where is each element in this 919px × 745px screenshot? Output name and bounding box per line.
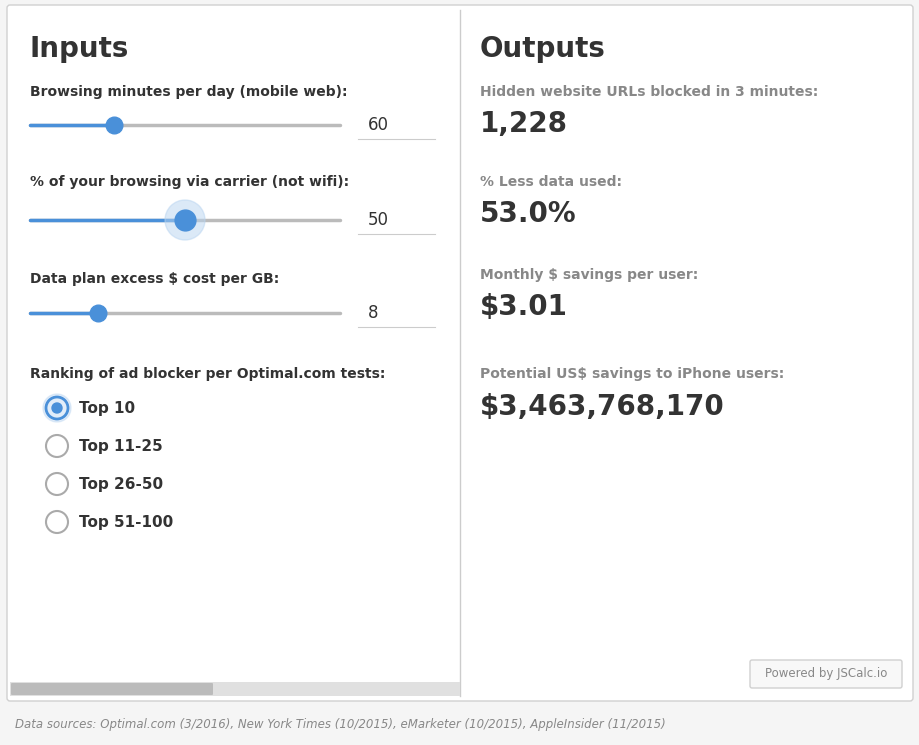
Text: Powered by JSCalc.io: Powered by JSCalc.io	[764, 668, 886, 680]
Bar	[10, 682, 459, 696]
Text: 1,228: 1,228	[480, 110, 567, 138]
Text: 53.0%: 53.0%	[480, 200, 576, 228]
Text: 50: 50	[368, 211, 389, 229]
Text: Monthly $ savings per user:: Monthly $ savings per user:	[480, 268, 698, 282]
Text: % Less data used:: % Less data used:	[480, 175, 621, 189]
Text: Top 51-100: Top 51-100	[79, 515, 173, 530]
Circle shape	[43, 394, 71, 422]
Text: $3.01: $3.01	[480, 293, 567, 321]
Text: Hidden website URLs blocked in 3 minutes:: Hidden website URLs blocked in 3 minutes…	[480, 85, 817, 99]
Circle shape	[52, 403, 62, 413]
Text: Potential US$ savings to iPhone users:: Potential US$ savings to iPhone users:	[480, 367, 783, 381]
Text: 60: 60	[368, 116, 389, 134]
Text: Inputs: Inputs	[30, 35, 130, 63]
Circle shape	[165, 200, 205, 240]
FancyBboxPatch shape	[7, 5, 912, 701]
Text: 8: 8	[368, 304, 378, 322]
Text: % of your browsing via carrier (not wifi):: % of your browsing via carrier (not wifi…	[30, 175, 348, 189]
Text: Top 11-25: Top 11-25	[79, 439, 163, 454]
Text: Top 26-50: Top 26-50	[79, 477, 163, 492]
Text: Browsing minutes per day (mobile web):: Browsing minutes per day (mobile web):	[30, 85, 347, 99]
Text: Ranking of ad blocker per Optimal.com tests:: Ranking of ad blocker per Optimal.com te…	[30, 367, 385, 381]
Text: Top 10: Top 10	[79, 401, 135, 416]
Text: Data plan excess $ cost per GB:: Data plan excess $ cost per GB:	[30, 272, 279, 286]
Text: Outputs: Outputs	[480, 35, 606, 63]
Text: $3,463,768,170: $3,463,768,170	[480, 393, 724, 421]
Text: Data sources: Optimal.com (3/2016), New York Times (10/2015), eMarketer (10/2015: Data sources: Optimal.com (3/2016), New …	[15, 718, 665, 731]
FancyBboxPatch shape	[11, 683, 213, 695]
FancyBboxPatch shape	[749, 660, 901, 688]
